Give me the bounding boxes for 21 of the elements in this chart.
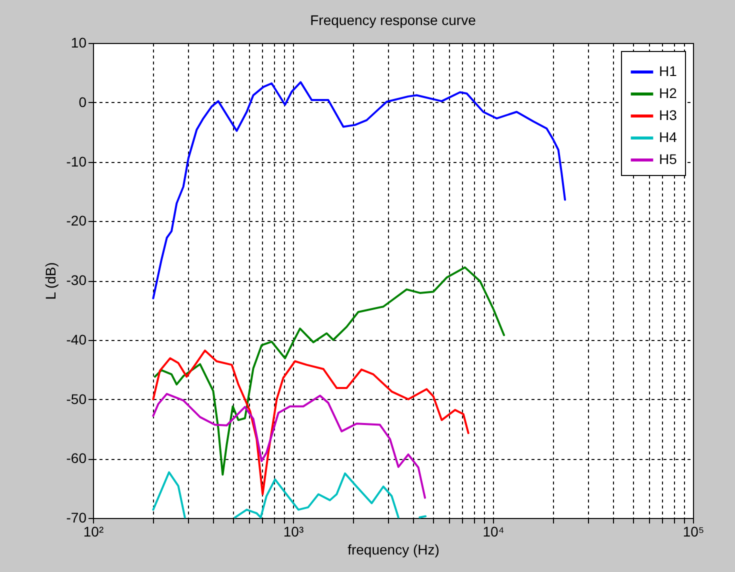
legend-label: H3 bbox=[659, 107, 678, 123]
legend-label: H1 bbox=[659, 63, 678, 79]
x-tick-label: 10² bbox=[83, 524, 104, 540]
y-tick-label: -10 bbox=[66, 153, 87, 170]
chart-title: Frequency response curve bbox=[310, 12, 476, 28]
legend-label: H5 bbox=[659, 151, 678, 167]
y-tick-label: 10 bbox=[70, 34, 87, 50]
x-tick-label: 10⁵ bbox=[682, 524, 704, 540]
y-tick-label: 0 bbox=[78, 94, 87, 110]
y-tick-label: -40 bbox=[66, 331, 87, 348]
y-tick-label: -50 bbox=[66, 390, 87, 407]
legend-label: H2 bbox=[659, 85, 678, 101]
x-axis-title: frequency (Hz) bbox=[348, 542, 440, 558]
y-tick-label: -30 bbox=[66, 272, 87, 288]
y-tick-label: -20 bbox=[66, 212, 87, 229]
y-tick-label: -60 bbox=[66, 450, 87, 466]
legend-label: H4 bbox=[659, 129, 678, 145]
x-tick-label: 10³ bbox=[283, 524, 304, 540]
x-tick-label: 10⁴ bbox=[482, 524, 504, 540]
y-axis-title: L (dB) bbox=[42, 262, 58, 300]
y-tick-label: -70 bbox=[66, 510, 87, 526]
